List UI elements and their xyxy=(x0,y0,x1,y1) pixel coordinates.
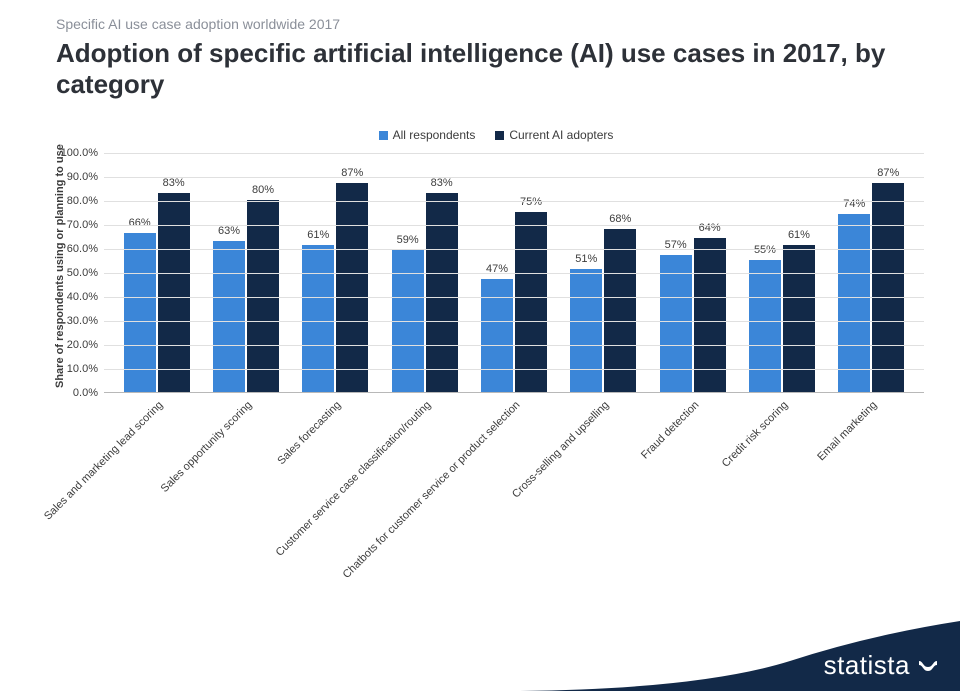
bar-value-label: 83% xyxy=(431,177,453,189)
y-tick-label: 40.0% xyxy=(56,291,98,303)
gridline xyxy=(104,345,924,346)
bar: 83% xyxy=(158,193,190,392)
legend: All respondents Current AI adopters xyxy=(56,128,936,143)
x-axis-labels: Sales and marketing lead scoringSales op… xyxy=(104,393,924,553)
y-tick-label: 100.0% xyxy=(56,147,98,159)
y-tick-label: 30.0% xyxy=(56,315,98,327)
bar-value-label: 61% xyxy=(788,229,810,241)
gridline xyxy=(104,225,924,226)
bar: 57% xyxy=(660,255,692,392)
legend-item: All respondents xyxy=(379,128,476,142)
legend-label: Current AI adopters xyxy=(509,128,613,142)
y-tick-label: 60.0% xyxy=(56,243,98,255)
bar: 51% xyxy=(570,269,602,391)
bar: 87% xyxy=(872,183,904,392)
bar: 74% xyxy=(838,214,870,392)
bar-value-label: 55% xyxy=(754,244,776,256)
bar-value-label: 83% xyxy=(163,177,185,189)
gridline xyxy=(104,153,924,154)
bar: 75% xyxy=(515,212,547,392)
legend-item: Current AI adopters xyxy=(495,128,613,142)
x-label-slot: Email marketing xyxy=(827,393,916,553)
bar: 61% xyxy=(783,245,815,391)
bar-value-label: 63% xyxy=(218,225,240,237)
legend-swatch xyxy=(495,131,504,140)
bar: 68% xyxy=(604,229,636,392)
x-tick-label: Fraud detection xyxy=(639,399,702,462)
x-label-slot: Sales opportunity scoring xyxy=(201,393,290,553)
y-tick-label: 90.0% xyxy=(56,171,98,183)
chart-title: Adoption of specific artificial intellig… xyxy=(56,38,926,100)
gridline xyxy=(104,297,924,298)
gridline xyxy=(104,321,924,322)
gridline xyxy=(104,177,924,178)
bar-value-label: 61% xyxy=(307,229,329,241)
bar-value-label: 66% xyxy=(129,217,151,229)
statista-logo: statista xyxy=(824,650,940,681)
gridline xyxy=(104,201,924,202)
x-label-slot: Fraud detection xyxy=(648,393,737,553)
bar: 55% xyxy=(749,260,781,392)
statista-logo-text: statista xyxy=(824,650,910,681)
chart-container: All respondentsCurrent AI adopters Share… xyxy=(56,128,936,558)
y-tick-label: 10.0% xyxy=(56,363,98,375)
gridline xyxy=(104,273,924,274)
x-label-slot: Cross-selling and upselling xyxy=(559,393,648,553)
footer-curve: statista xyxy=(0,611,960,691)
gridline xyxy=(104,369,924,370)
statista-wave-icon xyxy=(916,654,940,678)
y-tick-label: 80.0% xyxy=(56,195,98,207)
x-label-slot: Credit risk scoring xyxy=(737,393,826,553)
bar: 80% xyxy=(247,200,279,392)
bar-value-label: 59% xyxy=(397,234,419,246)
y-tick-label: 50.0% xyxy=(56,267,98,279)
bar: 87% xyxy=(336,183,368,392)
legend-swatch xyxy=(379,131,388,140)
y-tick-label: 70.0% xyxy=(56,219,98,231)
y-tick-label: 0.0% xyxy=(56,387,98,399)
bar: 61% xyxy=(302,245,334,391)
bar-value-label: 51% xyxy=(575,253,597,265)
x-tick-label: Sales and marketing lead scoring xyxy=(42,399,166,523)
bar-value-label: 68% xyxy=(609,213,631,225)
plot-area: 66%83%63%80%61%87%59%83%47%75%51%68%57%6… xyxy=(104,153,924,393)
bar-value-label: 80% xyxy=(252,184,274,196)
y-tick-label: 20.0% xyxy=(56,339,98,351)
gridline xyxy=(104,249,924,250)
chart-subtitle: Specific AI use case adoption worldwide … xyxy=(56,16,928,32)
legend-label: All respondents xyxy=(393,128,476,142)
bar: 83% xyxy=(426,193,458,392)
bar-value-label: 75% xyxy=(520,196,542,208)
